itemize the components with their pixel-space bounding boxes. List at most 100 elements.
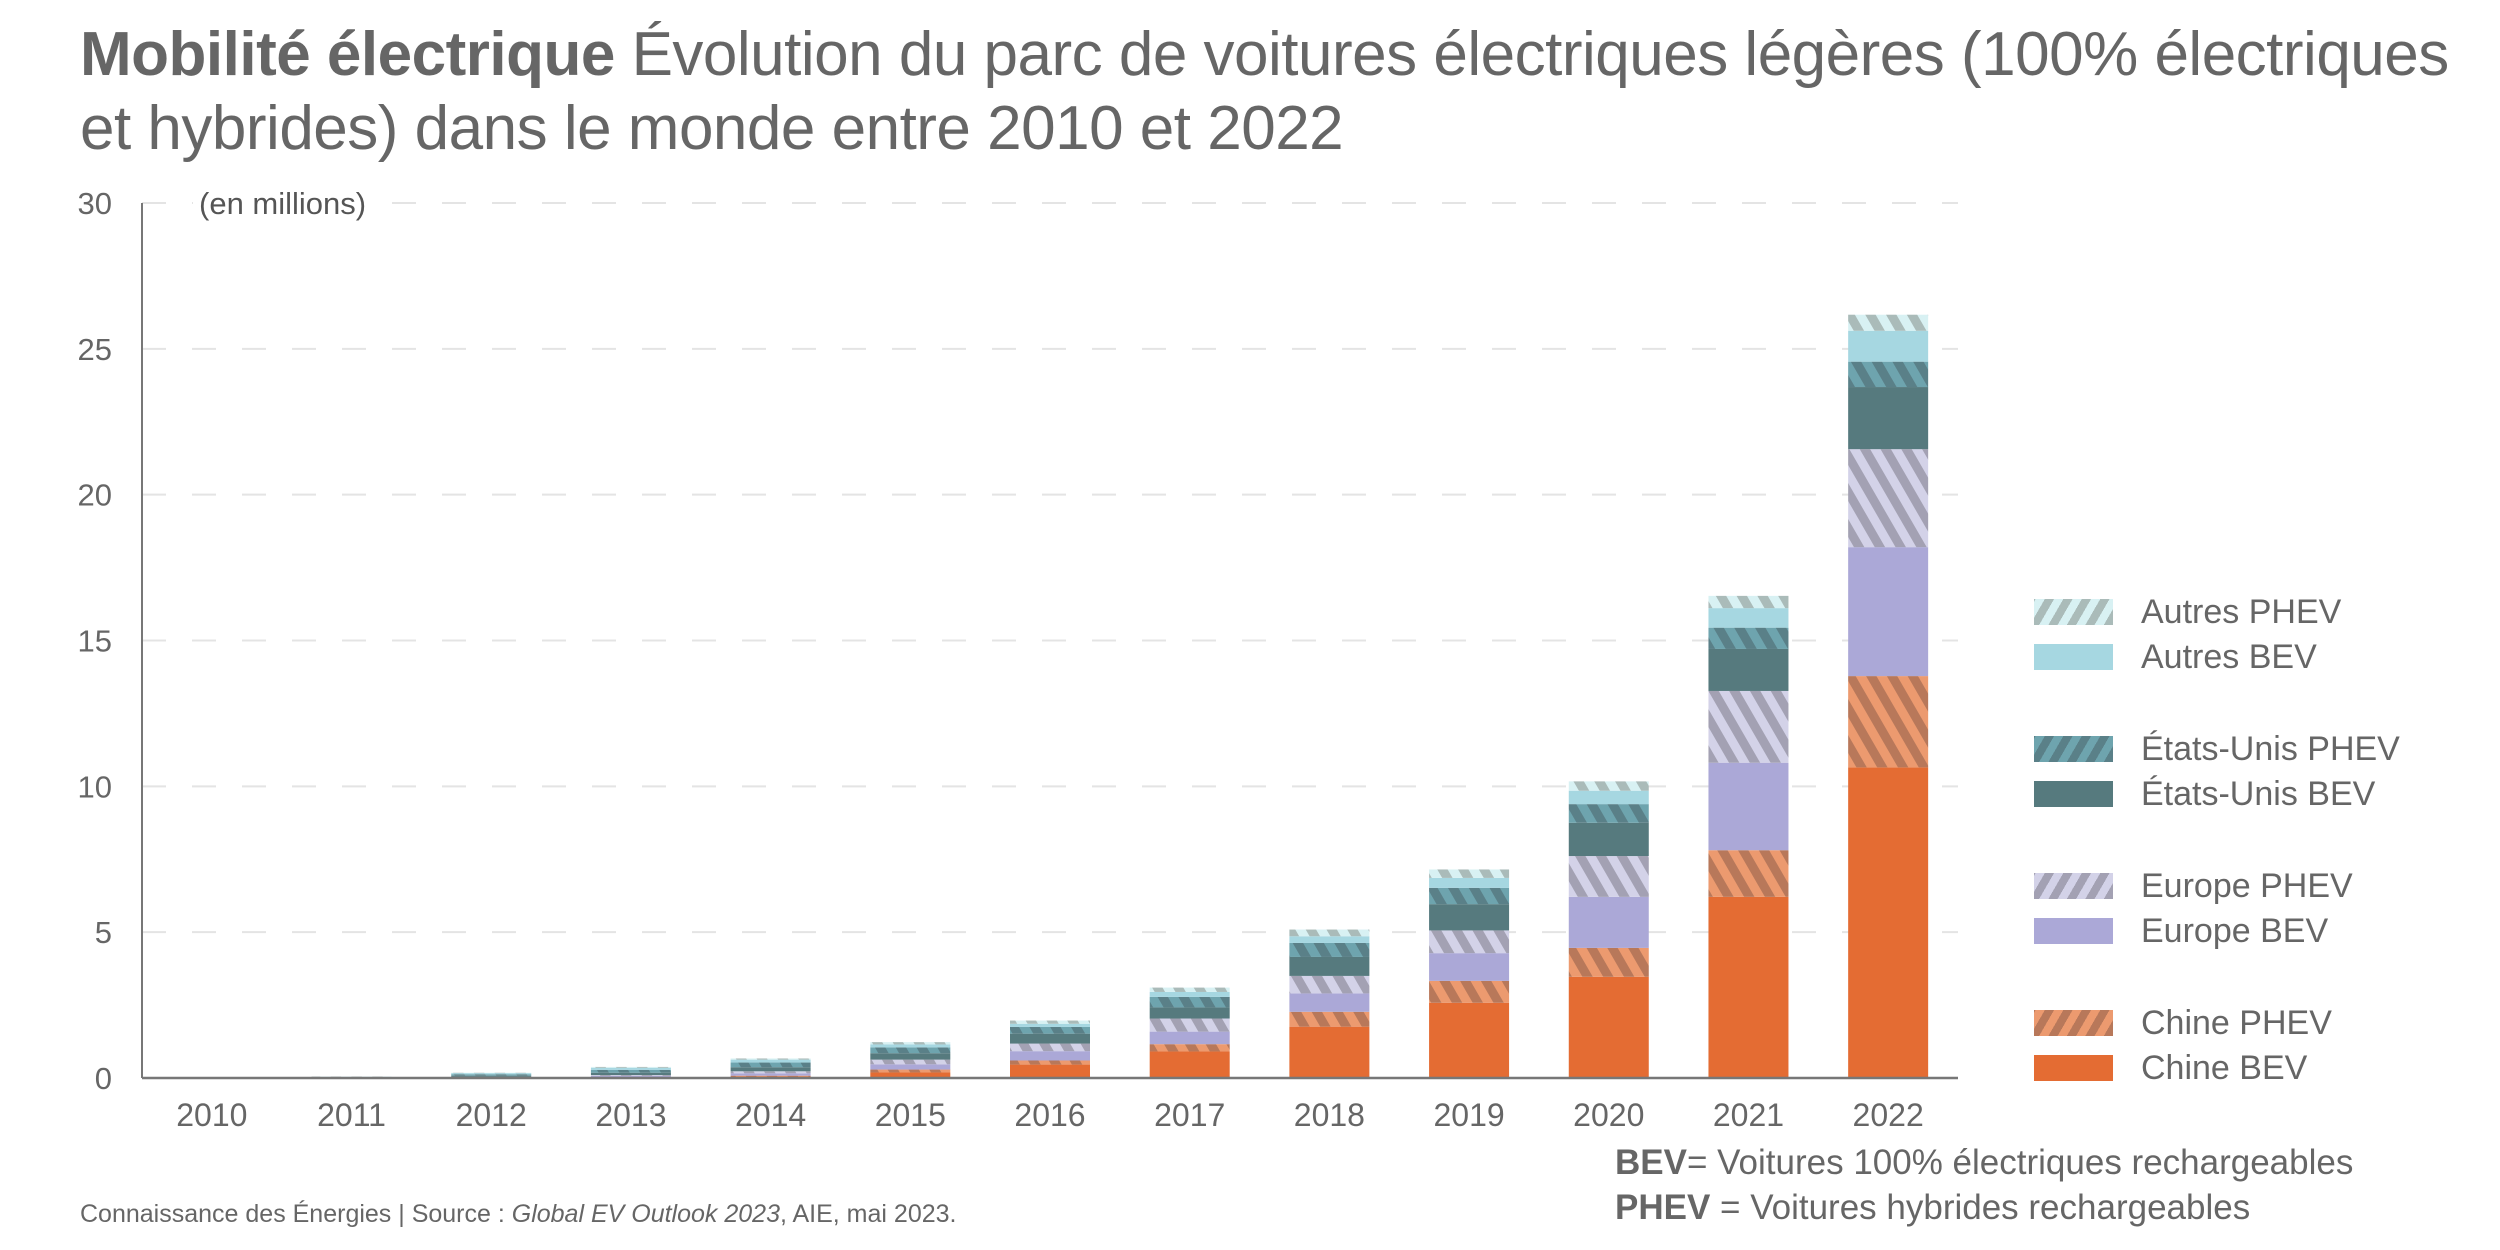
legend-swatch xyxy=(2034,1010,2113,1036)
bar-stack-2016 xyxy=(1010,1020,1090,1078)
bar-etats-unis-bev-2017 xyxy=(1149,1007,1230,1019)
bar-europe-bev-2016 xyxy=(1010,1051,1090,1061)
legend-label: Chine BEV xyxy=(2141,1048,2308,1087)
bar-etats-unis-phev-2021 xyxy=(1708,627,1789,649)
bar-autres-bev-2022 xyxy=(1848,330,1929,362)
y-tick-label: 15 xyxy=(78,624,112,659)
bar-autres-bev-2017 xyxy=(1149,991,1230,997)
bar-chine-bev-2021 xyxy=(1708,896,1789,1078)
gridlines xyxy=(142,202,1958,934)
x-tick-labels: 2010 2011 2012 2013 2014 2015 2016 2017 2018 2019… xyxy=(176,1097,1923,1133)
x-tick-label: 2019 xyxy=(1433,1097,1504,1133)
y-tick-label: 25 xyxy=(78,332,112,367)
legend-swatch xyxy=(2034,736,2113,762)
bar-etats-unis-bev-2021 xyxy=(1708,648,1789,691)
bar-autres-bev-2021 xyxy=(1708,608,1789,628)
bar-chine-phev-2019 xyxy=(1429,980,1510,1003)
bar-stack-2015 xyxy=(870,1042,951,1078)
bar-chine-bev-2015 xyxy=(870,1072,951,1078)
y-axis-unit-label: (en millions) xyxy=(193,186,373,222)
bar-europe-phev-2016 xyxy=(1010,1043,1090,1052)
bar-etats-unis-bev-2016 xyxy=(1010,1033,1090,1044)
bar-autres-phev-2012 xyxy=(451,1072,532,1074)
bev-term: BEV xyxy=(1615,1143,1687,1182)
chart-title: Mobilité électrique Évolution du parc de… xyxy=(80,18,2480,166)
y-tick-labels: 0 5 10 15 20 25 30 xyxy=(78,186,112,1096)
bar-europe-bev-2021 xyxy=(1708,762,1789,851)
legend-swatch xyxy=(2034,873,2113,899)
bar-chine-phev-2021 xyxy=(1708,850,1789,897)
x-tick-label: 2017 xyxy=(1154,1097,1225,1133)
bar-autres-phev-2021 xyxy=(1708,595,1789,609)
bar-autres-bev-2013 xyxy=(590,1067,671,1070)
legend-swatch xyxy=(2034,918,2113,944)
bar-europe-bev-2018 xyxy=(1289,993,1370,1012)
y-tick-label: 30 xyxy=(78,186,112,221)
bar-europe-phev-2022 xyxy=(1848,449,1929,548)
bar-chine-bev-2017 xyxy=(1149,1051,1230,1078)
bar-europe-bev-2013 xyxy=(590,1075,671,1078)
legend-item-europe-phev: Europe PHEV xyxy=(2034,866,2353,906)
bar-europe-bev-2020 xyxy=(1568,896,1649,948)
bar-autres-bev-2012 xyxy=(451,1073,532,1075)
bar-autres-phev-2020 xyxy=(1568,781,1649,791)
phev-term: PHEV xyxy=(1615,1188,1711,1227)
bar-stack-2019 xyxy=(1429,869,1510,1078)
bars xyxy=(311,314,1929,1079)
x-tick-label: 2012 xyxy=(456,1097,527,1133)
chart-title-rest: Évolution du parc de voitures électrique… xyxy=(80,20,2449,163)
bar-chine-phev-2016 xyxy=(1010,1060,1090,1065)
bar-europe-phev-2015 xyxy=(870,1059,951,1065)
bar-autres-phev-2019 xyxy=(1429,869,1510,878)
bar-etats-unis-phev-2016 xyxy=(1010,1026,1090,1034)
bar-chine-phev-2022 xyxy=(1848,676,1929,768)
bar-stack-2022 xyxy=(1848,314,1929,1078)
bar-etats-unis-phev-2015 xyxy=(870,1047,951,1054)
bar-chine-bev-2019 xyxy=(1429,1002,1510,1078)
bar-europe-bev-2019 xyxy=(1429,953,1510,981)
legend-item-chine-bev: Chine BEV xyxy=(2034,1048,2307,1088)
source-footer: Connaissance des Énergies | Source : Glo… xyxy=(80,1200,956,1229)
bar-autres-bev-2016 xyxy=(1010,1023,1090,1027)
bar-autres-phev-2016 xyxy=(1010,1020,1090,1024)
bar-autres-phev-2014 xyxy=(730,1058,811,1060)
x-tick-label: 2011 xyxy=(317,1097,386,1133)
bar-stack-2014 xyxy=(730,1058,811,1078)
y-tick-label: 10 xyxy=(78,769,112,804)
phev-note: PHEV = Voitures hybrides rechargeables xyxy=(1615,1185,2353,1230)
bar-europe-phev-2013 xyxy=(590,1075,671,1076)
bar-autres-bev-2019 xyxy=(1429,877,1510,888)
x-tick-label: 2018 xyxy=(1294,1097,1365,1133)
x-tick-label: 2022 xyxy=(1853,1097,1924,1133)
phev-definition: = Voitures hybrides rechargeables xyxy=(1710,1188,2251,1227)
x-tick-label: 2016 xyxy=(1014,1097,1085,1133)
legend-item-europe-bev: Europe BEV xyxy=(2034,911,2328,951)
bar-etats-unis-phev-2013 xyxy=(590,1069,671,1073)
bar-chine-bev-2016 xyxy=(1010,1064,1090,1078)
legend-label: Autres BEV xyxy=(2141,637,2317,676)
bar-autres-bev-2014 xyxy=(730,1059,811,1063)
bar-stack-2021 xyxy=(1708,595,1789,1078)
legend-swatch xyxy=(2034,781,2113,807)
bar-europe-phev-2020 xyxy=(1568,856,1649,897)
bar-autres-bev-2018 xyxy=(1289,936,1370,943)
x-tick-label: 2021 xyxy=(1713,1097,1784,1133)
abbreviation-notes: BEV= Voitures 100% électriques rechargea… xyxy=(1615,1140,2353,1230)
bar-etats-unis-phev-2012 xyxy=(451,1074,532,1076)
legend-label: Europe PHEV xyxy=(2141,866,2353,905)
bar-europe-bev-2022 xyxy=(1848,547,1929,677)
y-tick-label: 0 xyxy=(95,1061,112,1096)
bar-etats-unis-phev-2018 xyxy=(1289,942,1370,957)
bar-autres-bev-2020 xyxy=(1568,790,1649,805)
bar-autres-phev-2022 xyxy=(1848,314,1929,331)
bar-stack-2020 xyxy=(1568,781,1649,1078)
legend-label: Europe BEV xyxy=(2141,911,2329,950)
legend-label: États-Unis PHEV xyxy=(2141,729,2400,768)
bar-etats-unis-bev-2022 xyxy=(1848,387,1929,450)
x-tick-label: 2013 xyxy=(595,1097,666,1133)
bar-chine-phev-2015 xyxy=(870,1069,951,1073)
bar-stack-2013 xyxy=(590,1066,671,1078)
bar-etats-unis-bev-2013 xyxy=(590,1072,671,1076)
x-tick-label: 2010 xyxy=(176,1097,247,1133)
